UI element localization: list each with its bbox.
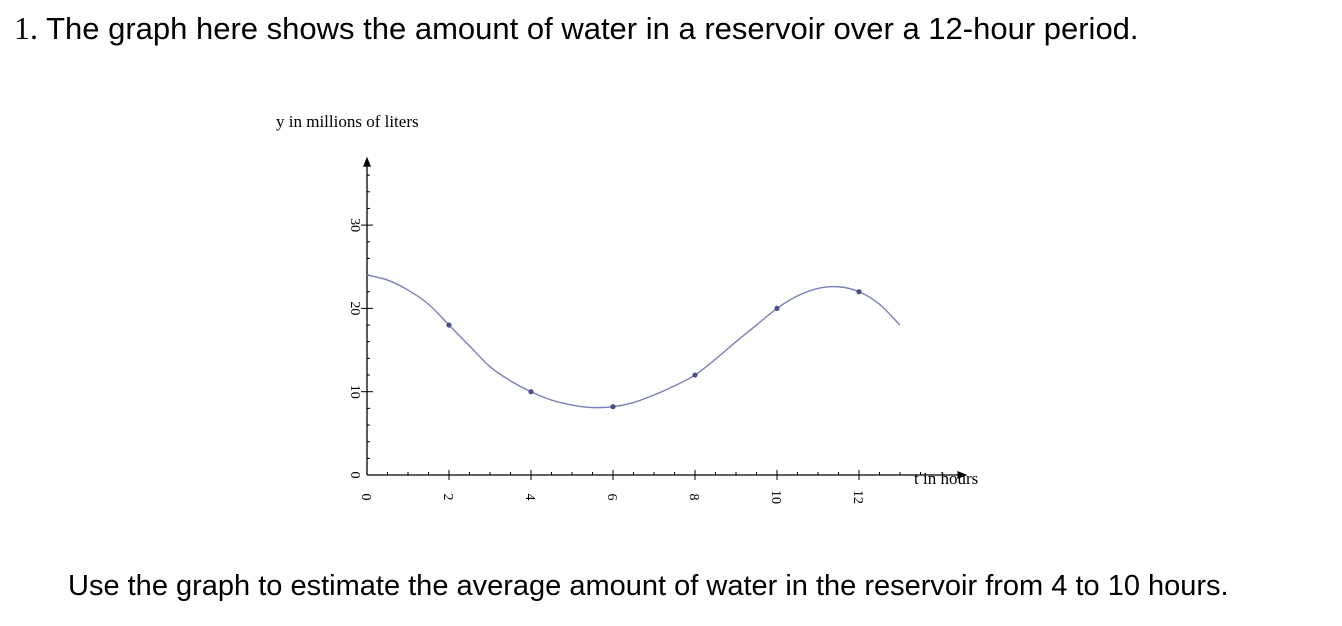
x-tick-label: 8 bbox=[686, 494, 701, 501]
y-tick-label: 10 bbox=[347, 385, 362, 399]
axes bbox=[363, 156, 968, 479]
y-tick-label: 30 bbox=[347, 218, 362, 232]
data-point bbox=[774, 305, 780, 311]
data-curve-line bbox=[366, 274, 901, 409]
x-tick-label: 4 bbox=[522, 494, 537, 501]
question-text: 1. The graph here shows the amount of wa… bbox=[14, 10, 1139, 47]
question-body: The graph here shows the amount of water… bbox=[46, 11, 1139, 46]
x-tick-label: 0 bbox=[358, 494, 373, 501]
data-point bbox=[692, 372, 698, 378]
y-axis-label: y in millions of liters bbox=[276, 112, 419, 131]
x-tick-label: 12 bbox=[850, 490, 865, 504]
prompt-text: Use the graph to estimate the average am… bbox=[68, 570, 1229, 602]
data-points-group bbox=[446, 289, 862, 410]
data-point bbox=[528, 389, 534, 395]
ticks: 0 2 4 6 8 10 12 0 10 20 30 bbox=[347, 174, 921, 504]
question-number: 1. bbox=[14, 10, 38, 46]
data-point bbox=[446, 322, 452, 328]
reservoir-chart: y in millions of liters t in hours 0 2 4 6 8… bbox=[276, 112, 978, 504]
y-axis-arrow bbox=[363, 156, 371, 167]
x-axis-label: t in hours bbox=[914, 469, 978, 488]
data-point bbox=[856, 289, 862, 295]
x-axis-arrow bbox=[957, 471, 968, 479]
y-tick-label: 20 bbox=[347, 301, 362, 315]
x-tick-label: 2 bbox=[440, 494, 455, 501]
data-curve-group bbox=[366, 274, 901, 409]
data-point bbox=[610, 404, 616, 410]
x-tick-label: 10 bbox=[768, 490, 783, 504]
x-tick-label: 6 bbox=[604, 494, 619, 501]
y-tick-label: 0 bbox=[347, 472, 362, 479]
